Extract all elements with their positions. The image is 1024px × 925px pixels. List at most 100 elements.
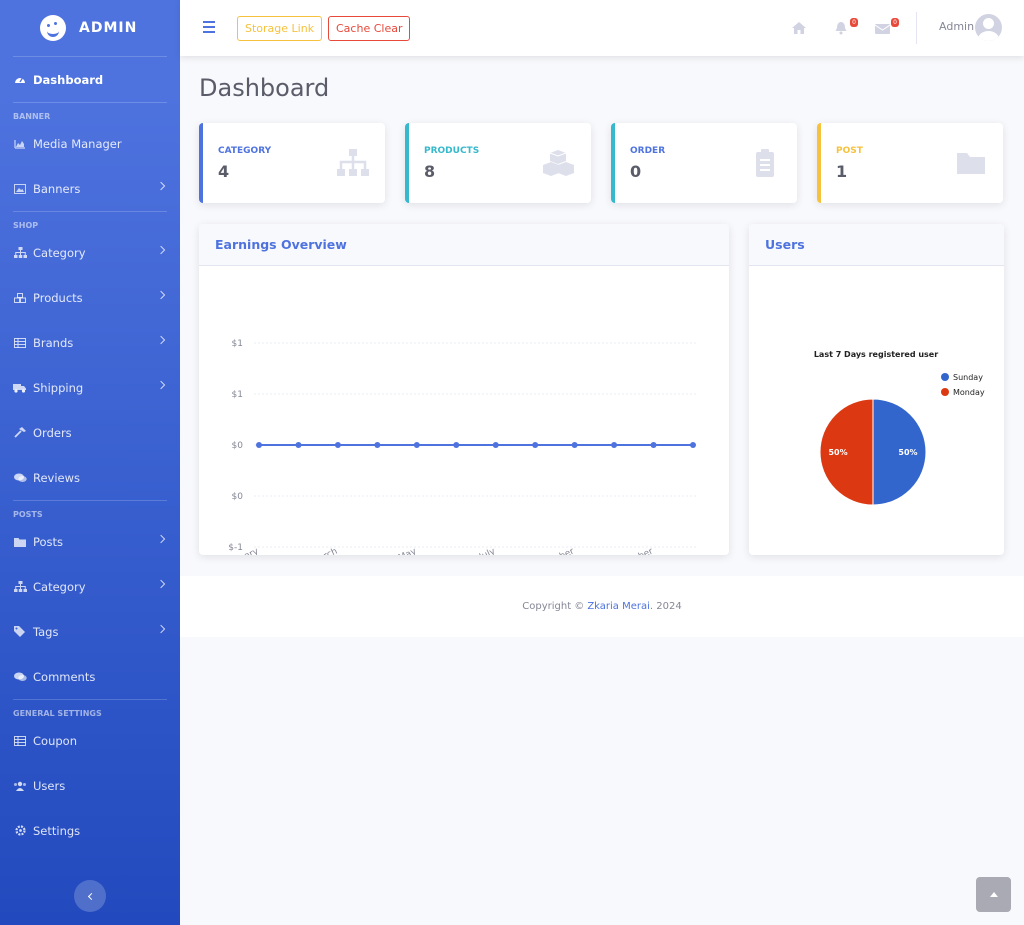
table-icon bbox=[13, 337, 27, 348]
cache-clear-button[interactable]: Cache Clear bbox=[328, 16, 411, 41]
sidebar-item-label: Settings bbox=[33, 823, 81, 838]
sidebar-item-label: Dashboard bbox=[33, 72, 104, 87]
user-name[interactable]: Admin bbox=[939, 20, 975, 33]
image-icon bbox=[13, 183, 27, 194]
sidebar-brand[interactable]: ADMIN bbox=[0, 0, 180, 56]
sidebar-toggle-button[interactable] bbox=[74, 880, 106, 912]
laugh-icon bbox=[40, 15, 66, 41]
sidebar-item-label: Orders bbox=[33, 425, 72, 440]
sidebar-item-label: Posts bbox=[33, 534, 64, 549]
sidebar-item-users[interactable]: Users bbox=[0, 763, 180, 808]
stat-card-products: PRODUCTS 8 bbox=[405, 123, 591, 203]
sidebar-item-tags[interactable]: Tags bbox=[0, 609, 180, 654]
sidebar-item-media-manager[interactable]: Media Manager bbox=[0, 121, 180, 166]
notifications-badge: 0 bbox=[850, 18, 858, 27]
sidebar-item-label: Category bbox=[33, 579, 86, 594]
sidebar-divider bbox=[13, 500, 167, 501]
sidebar-item-banners[interactable]: Banners bbox=[0, 166, 180, 211]
data-point bbox=[295, 442, 302, 448]
chart-area-icon bbox=[13, 138, 27, 149]
sidebar-item-posts[interactable]: Posts bbox=[0, 519, 180, 564]
sidebar-item-label: Comments bbox=[33, 669, 96, 684]
data-point bbox=[334, 442, 341, 448]
sidebar-item-label: Products bbox=[33, 290, 83, 305]
sitemap-icon bbox=[13, 581, 27, 592]
chevron-right-icon bbox=[156, 245, 166, 255]
footer-author-link[interactable]: Zkaria Merai bbox=[587, 601, 650, 612]
sidebar-item-reviews[interactable]: Reviews bbox=[0, 455, 180, 500]
cubes-icon bbox=[13, 292, 27, 303]
sidebar-item-coupon[interactable]: Coupon bbox=[0, 718, 180, 763]
chevron-right-icon bbox=[156, 181, 166, 191]
topbar-divider bbox=[916, 12, 917, 44]
data-point bbox=[413, 442, 420, 448]
stat-card-label: PRODUCTS bbox=[424, 146, 480, 156]
legend-label: Sunday bbox=[953, 373, 983, 382]
envelope-icon bbox=[874, 24, 891, 34]
stat-card-value: 1 bbox=[836, 162, 848, 181]
topbar: Storage Link Cache Clear 0 0 Admin bbox=[180, 0, 1024, 56]
sidebar-item-products[interactable]: Products bbox=[0, 275, 180, 320]
data-point bbox=[453, 442, 460, 448]
earnings-panel-title: Earnings Overview bbox=[199, 224, 729, 266]
cog-icon bbox=[13, 825, 27, 836]
messages-badge: 0 bbox=[891, 18, 899, 27]
stat-card-label: POST bbox=[836, 146, 863, 156]
sidebar-heading-posts: POSTS bbox=[13, 510, 43, 519]
sidebar-item-settings[interactable]: Settings bbox=[0, 808, 180, 853]
tags-icon bbox=[13, 626, 27, 637]
sidebar-item-label: Reviews bbox=[33, 470, 81, 485]
y-tick-label: $0 bbox=[232, 441, 244, 451]
stat-card-value: 4 bbox=[218, 162, 230, 181]
sidebar-item-comments[interactable]: Comments bbox=[0, 654, 180, 699]
home-icon[interactable] bbox=[791, 20, 807, 34]
users-pie-chart: Last 7 Days registered user Sunday Monday 5… bbox=[814, 350, 985, 506]
users-panel: Users Last 7 Days registered user Sunday M… bbox=[749, 224, 1004, 555]
chevron-right-icon bbox=[156, 335, 166, 345]
folder-icon bbox=[957, 153, 985, 174]
sitemap-icon bbox=[13, 247, 27, 258]
tachometer-icon bbox=[13, 74, 27, 85]
y-tick-label: $-1 bbox=[228, 543, 243, 553]
data-point bbox=[690, 442, 696, 448]
sidebar-heading-shop: SHOP bbox=[13, 221, 39, 230]
sidebar-item-label: Users bbox=[33, 778, 66, 793]
stat-card-label: CATEGORY bbox=[218, 146, 272, 156]
data-point bbox=[571, 442, 578, 448]
data-point bbox=[374, 442, 381, 448]
sidebar-divider bbox=[13, 56, 167, 57]
sidebar-item-shipping[interactable]: Shipping bbox=[0, 365, 180, 410]
users-icon bbox=[13, 780, 27, 791]
sidebar-item-post-category[interactable]: Category bbox=[0, 564, 180, 609]
sidebar-divider bbox=[13, 211, 167, 212]
chevron-right-icon bbox=[156, 579, 166, 589]
pie-slice bbox=[819, 398, 874, 506]
data-point bbox=[492, 442, 499, 448]
footer-copyright: Copyright © bbox=[522, 601, 585, 612]
scroll-to-top-button[interactable] bbox=[976, 877, 1011, 912]
notifications-button[interactable]: 0 bbox=[834, 18, 858, 35]
x-tick-label: March bbox=[310, 547, 339, 555]
sidebar-item-dashboard[interactable]: Dashboard bbox=[0, 57, 180, 102]
sidebar-item-brands[interactable]: Brands bbox=[0, 320, 180, 365]
sidebar-item-orders[interactable]: Orders bbox=[0, 410, 180, 455]
slice-label: 50% bbox=[898, 448, 917, 457]
y-tick-label: $0 bbox=[232, 492, 244, 502]
hamburger-menu-icon[interactable] bbox=[203, 21, 215, 33]
data-point bbox=[256, 442, 262, 448]
chevron-right-icon bbox=[156, 380, 166, 390]
messages-button[interactable]: 0 bbox=[874, 18, 899, 34]
legend-swatch bbox=[941, 373, 949, 381]
x-tick-label: May bbox=[397, 546, 419, 555]
table-icon bbox=[13, 735, 27, 746]
sidebar-item-category[interactable]: Category bbox=[0, 230, 180, 275]
stat-card-post: POST 1 bbox=[817, 123, 1003, 203]
truck-icon bbox=[13, 382, 27, 393]
data-point bbox=[611, 442, 618, 448]
brand-text: ADMIN bbox=[79, 20, 138, 36]
sidebar-item-label: Media Manager bbox=[33, 136, 122, 151]
storage-link-button[interactable]: Storage Link bbox=[237, 16, 323, 41]
cubes-icon bbox=[543, 150, 574, 176]
stat-card-label: ORDER bbox=[630, 146, 666, 156]
avatar[interactable] bbox=[975, 14, 1002, 41]
